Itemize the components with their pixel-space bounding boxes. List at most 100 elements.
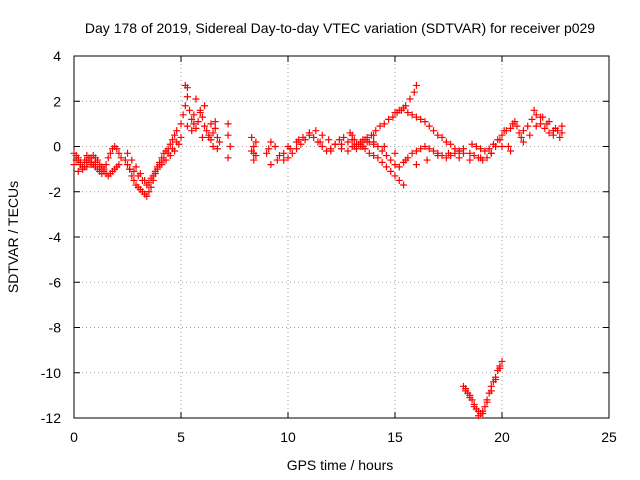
data-point — [196, 106, 204, 114]
data-point — [128, 172, 136, 180]
data-point — [434, 131, 442, 139]
x-tick-label: 15 — [387, 429, 403, 445]
data-point — [113, 145, 121, 153]
data-point — [117, 154, 125, 162]
data-point — [462, 387, 470, 395]
data-point — [143, 181, 151, 189]
data-point — [275, 152, 283, 160]
data-point — [273, 156, 281, 164]
data-point — [470, 403, 478, 411]
data-point — [395, 176, 403, 184]
data-point — [98, 163, 106, 171]
data-point — [305, 129, 313, 137]
data-point — [481, 147, 489, 155]
data-point — [348, 136, 356, 144]
data-point — [487, 149, 495, 157]
data-point — [472, 143, 480, 150]
data-point — [410, 88, 418, 96]
data-point — [558, 122, 566, 130]
data-point — [400, 104, 408, 112]
data-point — [408, 111, 416, 119]
data-point — [171, 131, 179, 139]
data-point — [487, 387, 495, 395]
data-point — [367, 131, 375, 139]
data-point — [132, 163, 140, 171]
y-tick-label: -12 — [41, 410, 61, 426]
data-point — [106, 149, 114, 157]
data-point — [70, 161, 78, 169]
data-point — [198, 113, 206, 121]
data-point — [318, 131, 326, 139]
data-point — [156, 161, 164, 169]
data-point — [408, 149, 416, 157]
data-point — [382, 163, 390, 171]
data-point — [201, 102, 209, 110]
y-tick-label: -8 — [49, 320, 62, 336]
data-point — [438, 133, 446, 141]
data-point — [115, 161, 123, 169]
data-point — [72, 152, 80, 160]
data-point — [224, 131, 232, 139]
data-point — [466, 156, 474, 164]
series-1 — [121, 127, 185, 200]
data-point — [524, 122, 532, 130]
data-point — [494, 136, 502, 144]
data-point — [346, 129, 354, 137]
data-point — [519, 127, 527, 135]
data-point — [192, 124, 200, 132]
data-point — [181, 102, 189, 110]
data-point — [213, 133, 221, 141]
data-point — [474, 412, 482, 420]
x-tick-label: 5 — [177, 429, 185, 445]
data-point — [267, 138, 275, 146]
data-point — [374, 143, 382, 150]
data-point — [378, 147, 386, 155]
data-point — [74, 156, 82, 164]
data-point — [190, 111, 198, 119]
data-point — [188, 127, 196, 135]
data-point — [331, 140, 339, 148]
data-point — [190, 120, 198, 128]
data-point — [91, 158, 99, 166]
data-point — [515, 129, 523, 137]
data-point — [391, 172, 399, 180]
x-tick-labels: 0 5 10 15 20 25 — [70, 429, 617, 445]
data-point — [387, 167, 395, 175]
data-point — [288, 149, 296, 157]
data-point — [201, 122, 209, 130]
data-point — [404, 109, 412, 117]
data-point — [284, 143, 292, 150]
data-point — [361, 145, 369, 153]
data-point — [183, 84, 191, 92]
data-point — [421, 118, 429, 126]
data-point — [507, 124, 515, 132]
data-point — [74, 167, 82, 175]
data-point — [425, 122, 433, 130]
data-point — [115, 149, 123, 157]
y-tick-labels: -12 -10 -8 -6 -4 -2 0 2 4 — [41, 48, 61, 426]
data-point — [143, 192, 151, 200]
data-point — [173, 138, 181, 146]
data-point — [380, 120, 388, 128]
data-point — [164, 149, 172, 157]
data-point — [130, 167, 138, 175]
data-point — [442, 154, 450, 162]
data-point — [532, 122, 540, 130]
data-point — [423, 156, 431, 164]
data-point — [498, 143, 506, 150]
data-point — [412, 161, 420, 169]
data-point — [513, 122, 521, 130]
data-point — [387, 156, 395, 164]
data-point — [147, 174, 155, 182]
data-point — [474, 154, 482, 162]
series-7 — [459, 357, 506, 420]
data-point — [374, 154, 382, 162]
data-point — [76, 161, 84, 169]
data-point — [352, 140, 360, 148]
data-point — [224, 120, 232, 128]
data-point — [545, 129, 553, 137]
data-point — [402, 156, 410, 164]
data-point — [310, 133, 318, 141]
